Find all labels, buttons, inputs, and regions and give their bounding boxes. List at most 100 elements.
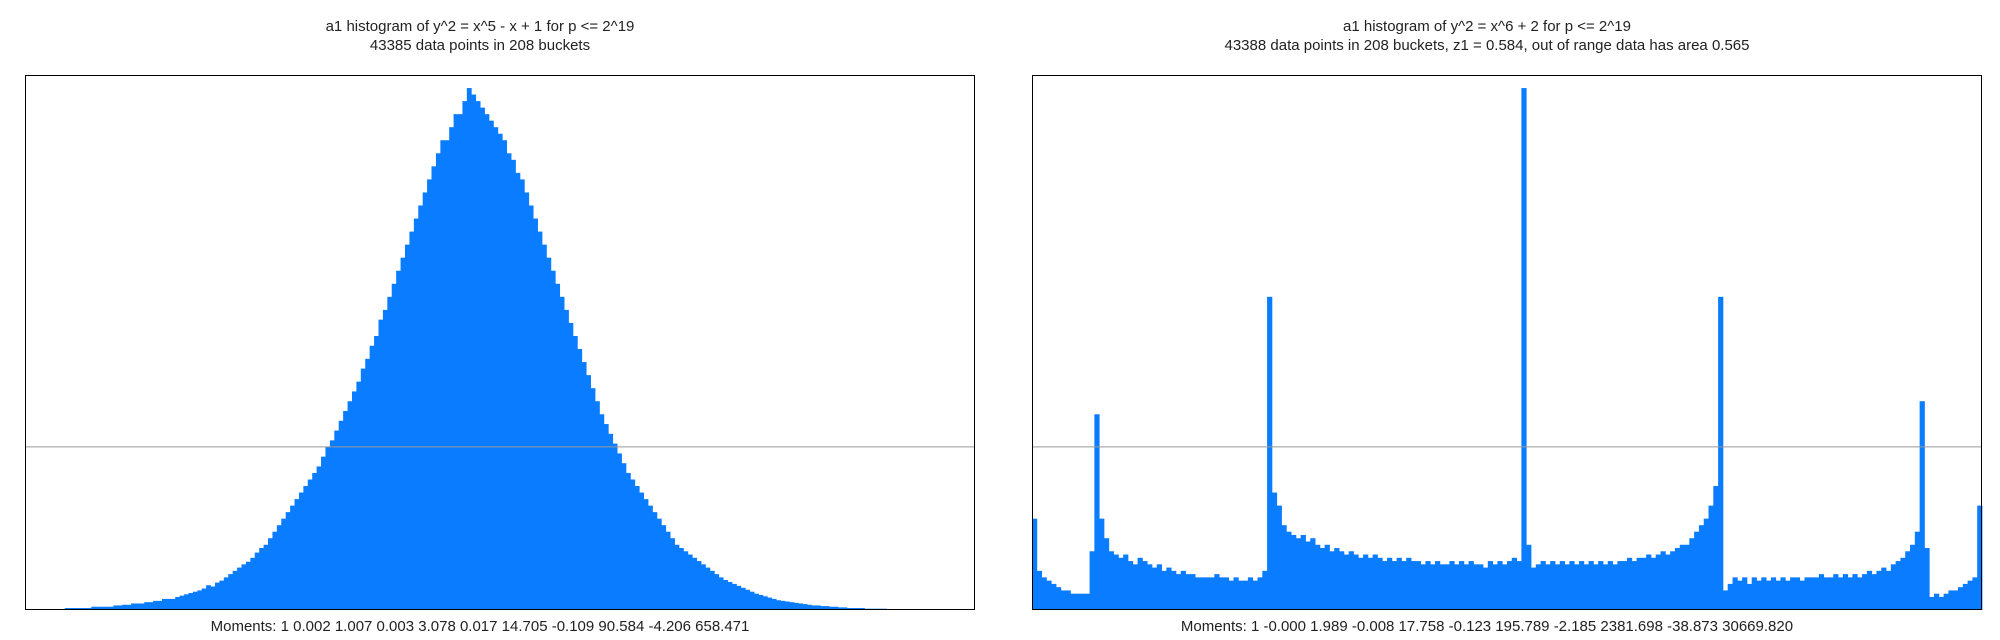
histogram-bar bbox=[1444, 564, 1450, 610]
histogram-bar bbox=[1905, 551, 1911, 610]
histogram-bar bbox=[1367, 557, 1374, 610]
histogram-bar bbox=[1391, 561, 1398, 610]
histogram-bar bbox=[1214, 574, 1220, 610]
histogram-bar bbox=[1598, 561, 1604, 610]
histogram-bar bbox=[153, 600, 158, 610]
histogram-bar bbox=[175, 596, 181, 610]
histogram-bar bbox=[325, 446, 331, 610]
histogram-bar bbox=[1339, 551, 1345, 610]
histogram-bar bbox=[431, 166, 437, 610]
histogram-bar bbox=[1060, 590, 1066, 610]
histogram-bar bbox=[161, 598, 167, 610]
histogram-bar bbox=[444, 140, 450, 610]
histogram-bar bbox=[1223, 577, 1230, 610]
histogram-bar bbox=[1406, 557, 1412, 610]
histogram-bar bbox=[1497, 561, 1503, 610]
histogram-bar bbox=[1703, 518, 1709, 610]
histogram-bar bbox=[1065, 590, 1071, 610]
histogram-bar bbox=[1166, 567, 1172, 610]
histogram-bar bbox=[1435, 561, 1441, 610]
histogram-bar bbox=[820, 606, 826, 610]
moments-label: Moments: 1 -0.000 1.989 -0.008 17.758 -0… bbox=[1180, 618, 1794, 635]
histogram-bar bbox=[1857, 577, 1863, 610]
histogram-bar bbox=[1243, 580, 1249, 610]
histogram-bar bbox=[767, 597, 773, 610]
histogram-bar bbox=[144, 602, 150, 610]
histogram-bar bbox=[661, 525, 667, 610]
histogram-bar bbox=[1247, 577, 1254, 610]
histogram-bar bbox=[811, 605, 817, 610]
histogram-bar bbox=[1084, 593, 1090, 610]
histogram-bar bbox=[1262, 570, 1268, 610]
histogram-bar bbox=[1660, 551, 1666, 610]
histogram-bar bbox=[1372, 554, 1378, 610]
histogram-bar bbox=[577, 349, 583, 610]
histogram-bar bbox=[1190, 574, 1196, 610]
histogram-bar bbox=[1228, 580, 1234, 610]
histogram-bar bbox=[586, 375, 591, 610]
histogram-bar bbox=[1631, 561, 1637, 610]
histogram-bar bbox=[1698, 525, 1705, 610]
histogram-bar bbox=[1890, 564, 1897, 610]
histogram-bar bbox=[276, 525, 282, 610]
histogram-bar bbox=[1818, 574, 1825, 610]
histogram-bar bbox=[1790, 577, 1796, 610]
histogram-bar bbox=[572, 335, 578, 610]
histogram-bar bbox=[603, 424, 609, 610]
histogram-bar bbox=[1502, 564, 1508, 610]
histogram-bar bbox=[1842, 574, 1849, 610]
histogram-bar bbox=[488, 120, 494, 611]
histogram-bar bbox=[1588, 561, 1594, 610]
histogram-bar bbox=[1099, 518, 1105, 610]
histogram-bar bbox=[1948, 590, 1954, 610]
histogram-bar bbox=[1545, 564, 1551, 610]
histogram-bar bbox=[1814, 577, 1820, 610]
histogram-bar bbox=[259, 548, 265, 610]
histogram-bar bbox=[1459, 561, 1465, 610]
histogram-bar bbox=[1233, 577, 1239, 610]
histogram-bar bbox=[727, 581, 733, 610]
histogram-bar bbox=[1550, 561, 1556, 610]
histogram-bar bbox=[1934, 593, 1940, 610]
histogram-bar bbox=[245, 561, 251, 610]
histogram-bar bbox=[709, 570, 715, 610]
chart-subtitle: 43388 data points in 208 buckets, z1 = 0… bbox=[1224, 37, 1750, 54]
histogram-bar bbox=[1209, 577, 1215, 610]
histogram-bar bbox=[117, 605, 123, 610]
histogram-bar bbox=[1722, 590, 1729, 610]
histogram-bar bbox=[400, 257, 406, 610]
histogram-bar bbox=[321, 456, 326, 610]
histogram-panel-right: a1 histogram of y^2 = x^6 + 2 for p <= 2… bbox=[1007, 0, 1983, 640]
histogram-bar bbox=[833, 606, 839, 610]
histogram-bar bbox=[1828, 577, 1834, 610]
histogram-bar bbox=[1612, 564, 1618, 610]
histogram-bar bbox=[347, 401, 353, 610]
histogram-bar bbox=[621, 463, 627, 610]
histogram-bar bbox=[418, 205, 424, 611]
histogram-bar bbox=[334, 430, 340, 610]
histogram-bar bbox=[139, 603, 145, 610]
chart-title: a1 histogram of y^2 = x^6 + 2 for p <= 2… bbox=[1343, 18, 1631, 35]
histogram-bar bbox=[1252, 580, 1258, 610]
histogram-bar bbox=[329, 440, 335, 610]
histogram-bar bbox=[206, 585, 211, 610]
histogram-bar bbox=[807, 604, 812, 610]
histogram-bar bbox=[1838, 577, 1844, 610]
chart-title: a1 histogram of y^2 = x^5 - x + 1 for p … bbox=[325, 18, 635, 35]
histogram-bar bbox=[1641, 557, 1647, 610]
histogram-bar bbox=[1132, 564, 1138, 610]
histogram-bar bbox=[652, 512, 658, 610]
histogram-bar bbox=[135, 603, 141, 610]
histogram-bar bbox=[188, 593, 194, 610]
histogram-bar bbox=[1387, 557, 1393, 610]
histogram-bar bbox=[210, 586, 216, 610]
histogram-bar bbox=[1324, 544, 1330, 610]
histogram-bar bbox=[1449, 561, 1455, 610]
histogram-bar bbox=[842, 607, 848, 610]
histogram-bar bbox=[546, 257, 552, 610]
histogram-bar bbox=[511, 159, 516, 610]
histogram-bar bbox=[754, 593, 759, 610]
histogram-bar bbox=[285, 512, 291, 610]
histogram-bar bbox=[630, 479, 636, 610]
histogram-bar bbox=[1156, 564, 1162, 610]
